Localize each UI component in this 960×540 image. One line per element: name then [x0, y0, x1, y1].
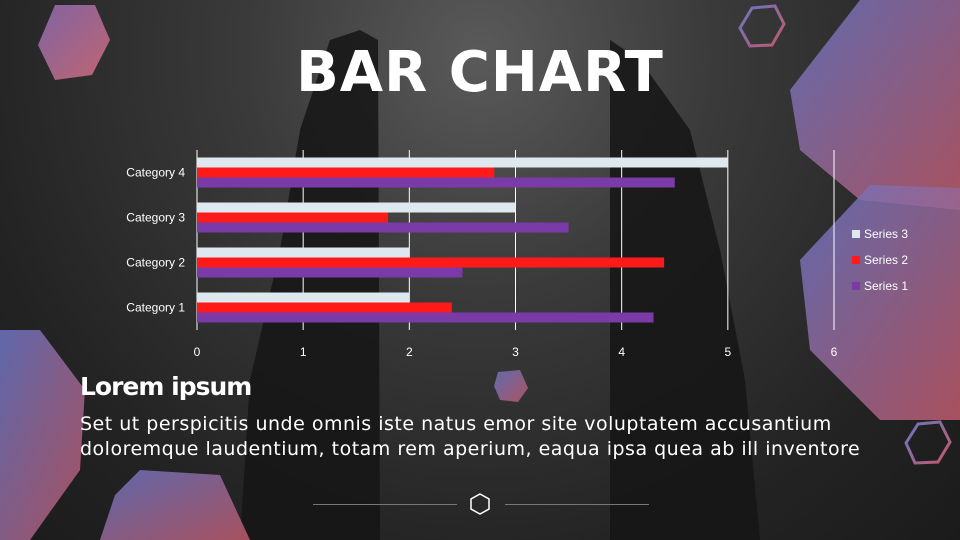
hexagon-bottom-center: [100, 470, 250, 540]
body-text-line-1: Set ut perspicitis unde omnis iste natus…: [80, 413, 832, 435]
chart-bars: [197, 157, 728, 323]
x-tick-label: 0: [194, 345, 201, 359]
body-text-line-2: doloremque laudentium, totam rem aperium…: [80, 438, 861, 460]
legend-label: Series 1: [864, 279, 908, 293]
hexagon-footer-icon: [470, 493, 490, 515]
bar-series-2: [197, 302, 452, 313]
legend-swatch: [852, 256, 860, 264]
bar-series-3: [197, 292, 410, 303]
hexagon-small-center: [494, 370, 528, 402]
hexagon-right-lower: [800, 185, 960, 420]
footer-divider-left: [313, 504, 457, 505]
legend-label: Series 3: [864, 227, 908, 241]
hexagon-bottom-left: [0, 330, 85, 540]
bar-series-3: [197, 157, 728, 168]
bar-series-3: [197, 202, 516, 213]
bar-series-3: [197, 247, 410, 258]
hexagon-outline-right: [904, 420, 952, 465]
hexagon-right-large: [790, 0, 960, 210]
x-axis-ticks: 0 1 2 3 4 5 6: [194, 345, 838, 359]
section-heading: Lorem ipsum: [80, 372, 252, 401]
bar-series-1: [197, 267, 463, 278]
category-label: Category 4: [126, 166, 185, 180]
legend-swatch: [852, 230, 860, 238]
chart-legend: Series 3 Series 2 Series 1: [852, 227, 908, 293]
category-label: Category 2: [126, 256, 185, 270]
bar-series-2: [197, 212, 389, 223]
bar-series-1: [197, 312, 654, 323]
x-tick-label: 5: [724, 345, 731, 359]
body-text: Set ut perspicitis unde omnis iste natus…: [80, 412, 920, 462]
legend-label: Series 2: [864, 253, 908, 267]
hexagon-outline-top: [738, 4, 786, 48]
category-label: Category 1: [126, 301, 185, 315]
x-tick-label: 1: [300, 345, 307, 359]
category-label: Category 3: [126, 211, 185, 225]
x-tick-label: 6: [831, 345, 838, 359]
x-tick-label: 2: [406, 345, 413, 359]
slide-title: BAR CHART: [296, 40, 664, 105]
bar-series-2: [197, 167, 495, 178]
bar-series-1: [197, 222, 569, 233]
legend-swatch: [852, 282, 860, 290]
hexagon-top-left: [38, 5, 110, 80]
footer-divider-right: [505, 504, 649, 505]
x-tick-label: 4: [618, 345, 625, 359]
x-tick-label: 3: [512, 345, 519, 359]
y-axis-categories: Category 1 Category 2 Category 3 Category 4: [126, 166, 185, 315]
bar-series-2: [197, 257, 665, 268]
bar-series-1: [197, 177, 675, 188]
